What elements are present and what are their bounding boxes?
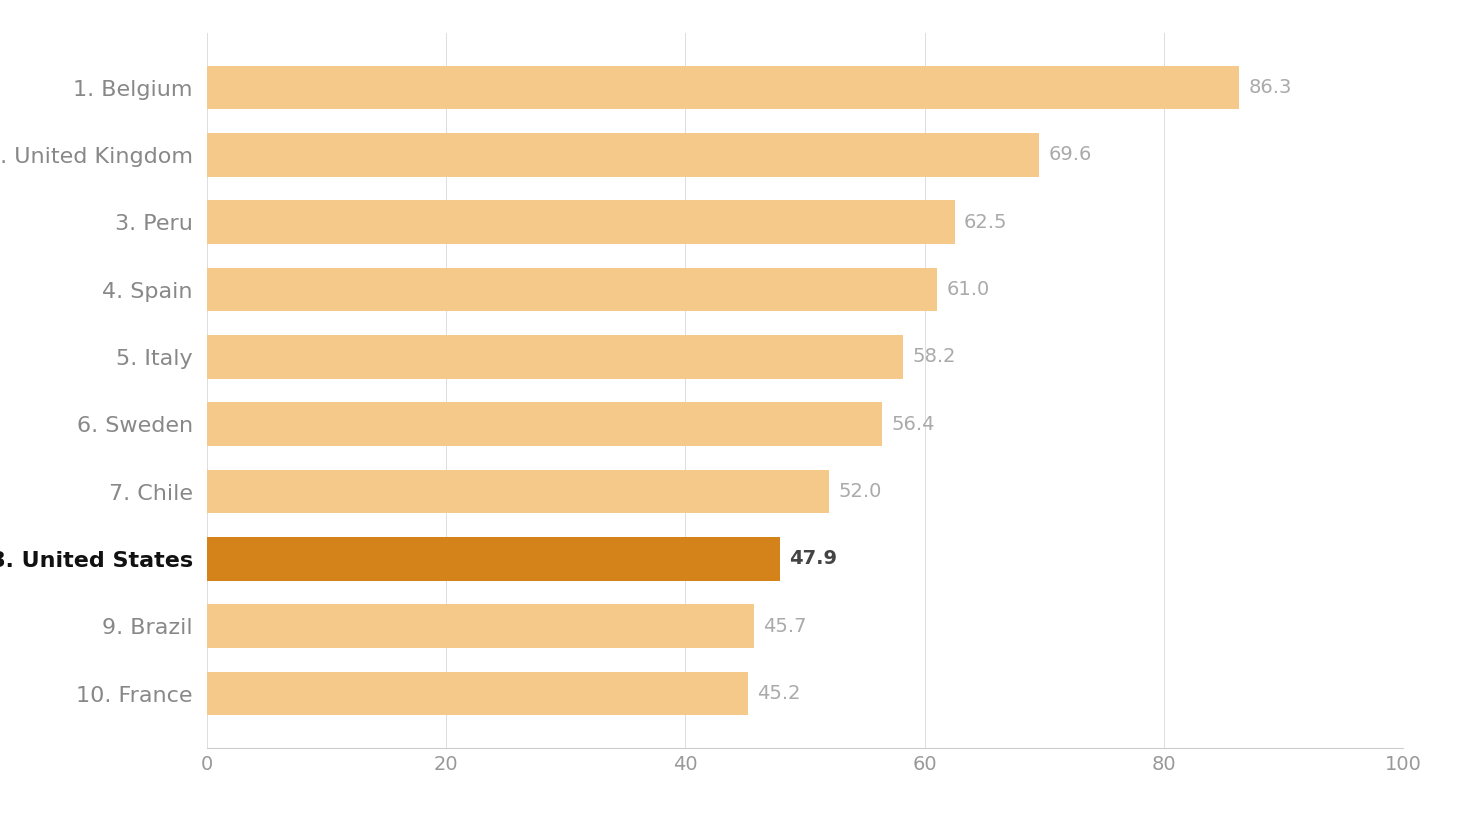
- Bar: [207, 335, 902, 379]
- Bar: [207, 268, 936, 312]
- Bar: [207, 537, 780, 581]
- Text: 61.0: 61.0: [947, 280, 990, 299]
- Text: 52.0: 52.0: [839, 482, 882, 501]
- Bar: [207, 470, 829, 514]
- Bar: [207, 402, 882, 446]
- Text: 69.6: 69.6: [1049, 145, 1093, 165]
- Bar: [207, 671, 747, 715]
- Text: 62.5: 62.5: [964, 213, 1007, 232]
- Bar: [207, 604, 753, 648]
- Bar: [207, 66, 1239, 110]
- Text: 47.9: 47.9: [789, 549, 837, 568]
- Text: 56.4: 56.4: [891, 415, 935, 434]
- Text: 86.3: 86.3: [1250, 78, 1292, 97]
- Text: 58.2: 58.2: [913, 347, 956, 366]
- Bar: [207, 133, 1040, 177]
- Bar: [207, 200, 954, 244]
- Text: 45.2: 45.2: [758, 684, 801, 703]
- Text: 45.7: 45.7: [764, 617, 806, 636]
